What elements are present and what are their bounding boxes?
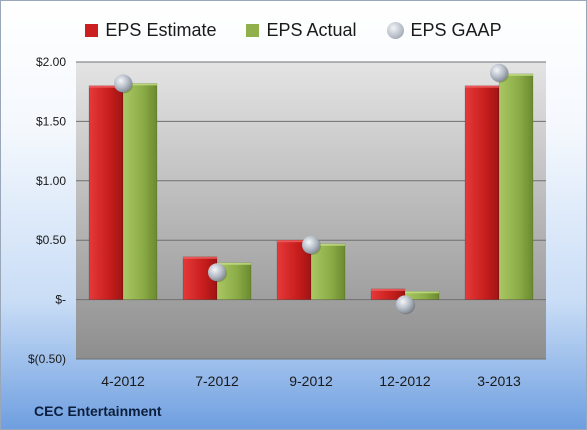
chart-legend: EPS Estimate EPS Actual EPS GAAP: [1, 17, 586, 43]
y-tick-label: $-: [55, 293, 66, 307]
bar-eps-actual: [122, 83, 158, 300]
bar-eps-actual-top: [311, 243, 345, 246]
legend-swatch-gaap: [386, 21, 404, 39]
legend-swatch-estimate: [85, 23, 99, 37]
bar-eps-estimate-top: [277, 240, 311, 243]
legend-label-gaap: EPS GAAP: [410, 19, 502, 40]
bar-eps-actual-top: [123, 83, 157, 86]
y-tick-label: $(0.50): [28, 352, 66, 366]
y-tick-label: $0.50: [36, 233, 66, 247]
bar-eps-actual-top: [405, 291, 439, 294]
x-tick-label: 7-2012: [195, 373, 239, 389]
y-tick-label: $1.00: [36, 174, 66, 188]
bar-eps-actual: [310, 243, 346, 300]
legend-label-estimate: EPS Estimate: [105, 19, 217, 40]
company-name: CEC Entertainment: [34, 403, 162, 419]
x-tick-label: 4-2012: [101, 373, 145, 389]
bar-eps-estimate: [88, 85, 124, 300]
legend-item-actual: EPS Actual: [246, 19, 357, 41]
marker-eps-gaap: [302, 235, 320, 254]
marker-eps-gaap: [114, 74, 132, 93]
bar-eps-estimate: [464, 85, 500, 300]
legend-label-actual: EPS Actual: [266, 19, 357, 40]
legend-item-gaap: EPS GAAP: [386, 19, 502, 41]
bar-eps-estimate-top: [183, 256, 217, 259]
bar-eps-actual-top: [499, 73, 533, 76]
bar-eps-estimate-top: [89, 85, 123, 88]
x-tick-label: 3-2013: [477, 373, 521, 389]
x-tick-label: 12-2012: [379, 373, 431, 389]
bar-eps-actual-top: [217, 262, 251, 265]
legend-item-estimate: EPS Estimate: [85, 20, 216, 41]
bar-eps-actual: [498, 73, 534, 300]
y-tick-label: $2.00: [36, 55, 66, 69]
bar-eps-estimate-top: [465, 85, 499, 88]
x-tick-label: 9-2012: [289, 373, 333, 389]
y-tick-label: $1.50: [36, 114, 66, 128]
marker-eps-gaap: [208, 263, 226, 282]
legend-swatch-actual: [246, 23, 260, 37]
bar-eps-estimate-top: [371, 288, 405, 291]
marker-eps-gaap: [396, 295, 414, 314]
marker-eps-gaap: [490, 63, 508, 82]
